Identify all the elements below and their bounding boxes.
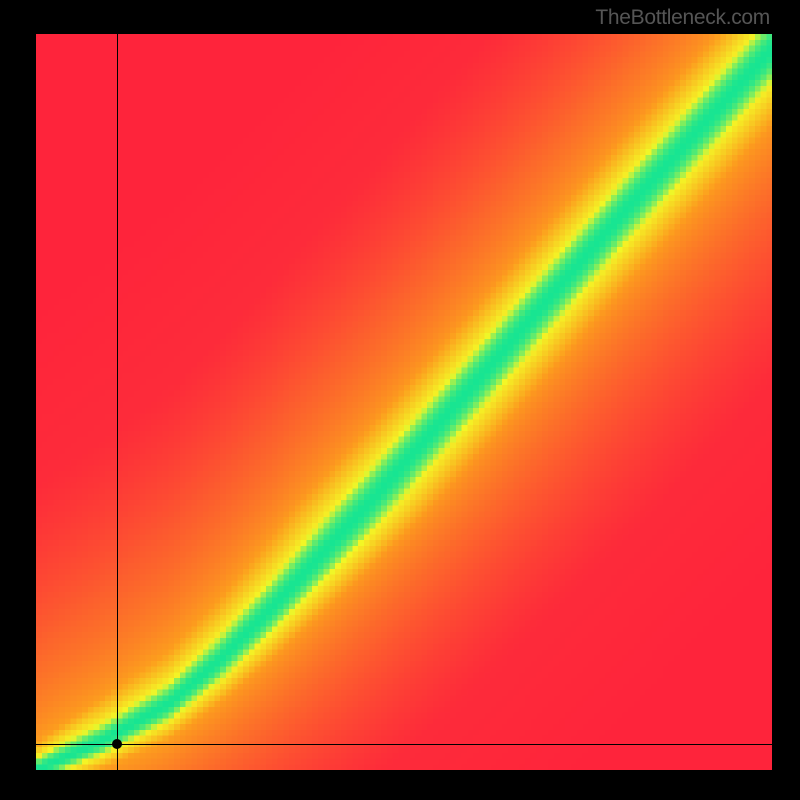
- crosshair-horizontal: [36, 744, 772, 745]
- crosshair-vertical: [117, 34, 118, 770]
- heatmap-canvas: [36, 34, 772, 770]
- watermark-text: TheBottleneck.com: [595, 6, 770, 30]
- chart-container: TheBottleneck.com: [0, 0, 800, 800]
